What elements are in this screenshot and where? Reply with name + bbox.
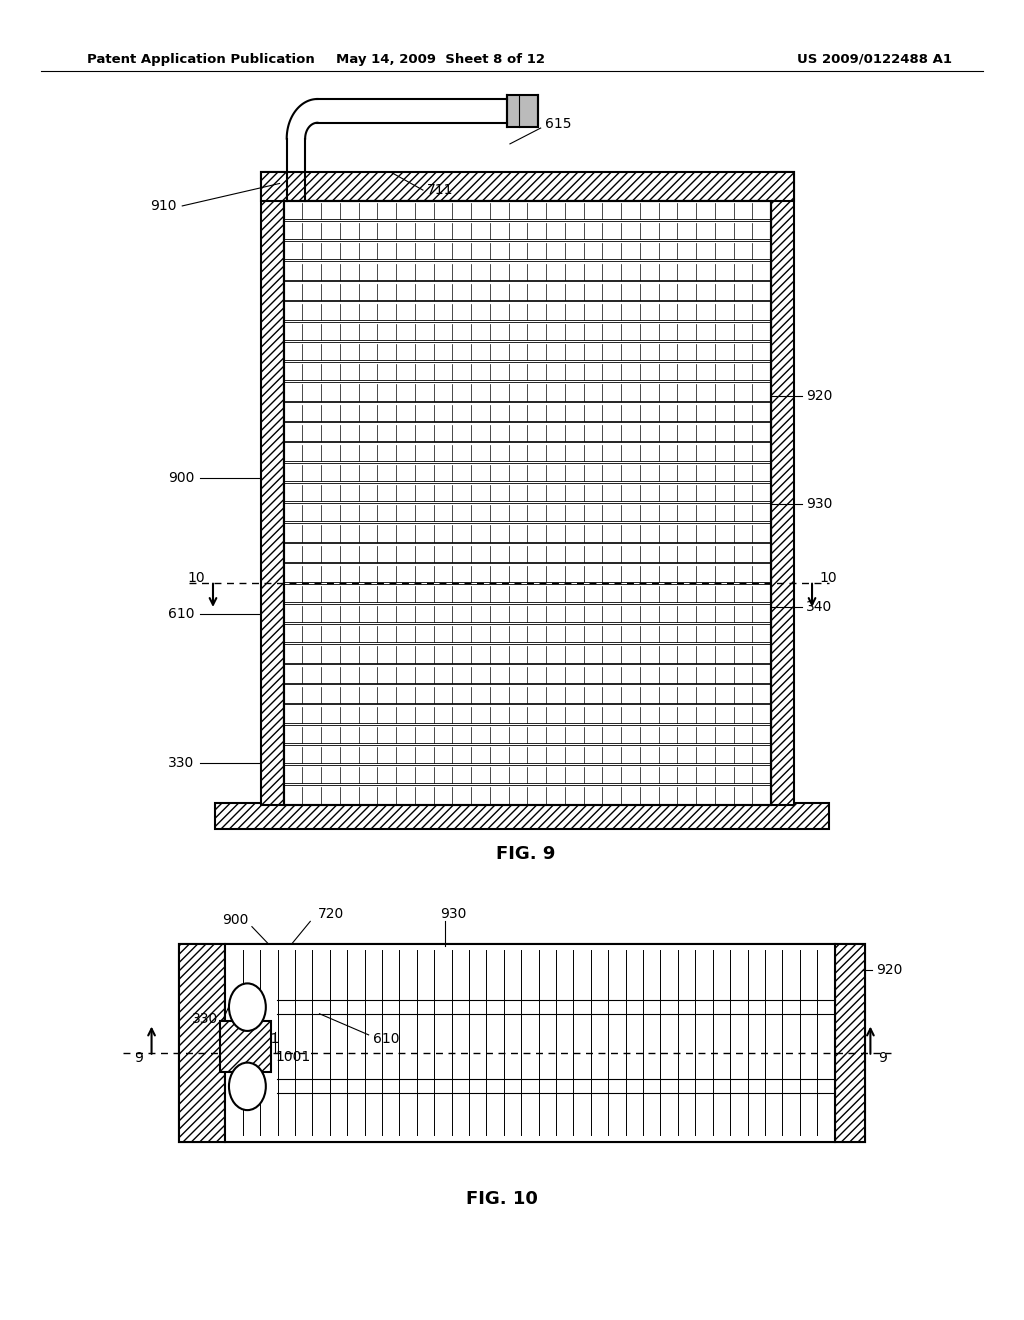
Text: 920: 920 bbox=[806, 389, 833, 403]
Bar bbox=[179, 944, 865, 1142]
Bar bbox=[179, 944, 225, 1142]
Bar bbox=[771, 172, 794, 805]
Bar bbox=[507, 95, 538, 127]
Text: 610: 610 bbox=[168, 607, 195, 620]
Text: 1001: 1001 bbox=[275, 1051, 310, 1064]
Bar bbox=[835, 944, 865, 1142]
Bar bbox=[220, 1022, 271, 1072]
Text: 610: 610 bbox=[373, 1032, 399, 1045]
Text: Patent Application Publication: Patent Application Publication bbox=[87, 53, 314, 66]
Text: 330: 330 bbox=[191, 1012, 218, 1026]
Bar bbox=[220, 1022, 271, 1072]
Text: FIG. 9: FIG. 9 bbox=[496, 845, 555, 863]
Text: 900: 900 bbox=[168, 471, 195, 484]
Text: 9: 9 bbox=[879, 1051, 888, 1065]
Text: 330: 330 bbox=[168, 756, 195, 770]
Bar bbox=[261, 172, 284, 805]
Bar bbox=[179, 944, 225, 1142]
Text: 930: 930 bbox=[806, 498, 833, 511]
Text: 910: 910 bbox=[150, 199, 176, 213]
Text: 340: 340 bbox=[806, 601, 833, 614]
Circle shape bbox=[229, 1063, 266, 1110]
Bar bbox=[261, 172, 794, 201]
Text: 920: 920 bbox=[877, 964, 903, 977]
Text: FIG. 10: FIG. 10 bbox=[466, 1189, 538, 1208]
Bar bbox=[261, 172, 794, 201]
Bar bbox=[835, 944, 865, 1142]
Bar bbox=[771, 172, 794, 805]
Text: US 2009/0122488 A1: US 2009/0122488 A1 bbox=[798, 53, 952, 66]
Bar bbox=[215, 803, 829, 829]
Bar bbox=[225, 944, 835, 1142]
Bar bbox=[284, 201, 771, 805]
Text: 615: 615 bbox=[545, 117, 571, 131]
Text: 9: 9 bbox=[134, 1051, 143, 1065]
Text: 900: 900 bbox=[222, 912, 249, 927]
Bar bbox=[284, 201, 771, 805]
Text: 10: 10 bbox=[819, 572, 837, 585]
Bar bbox=[261, 172, 284, 805]
Text: 10: 10 bbox=[187, 572, 205, 585]
Text: 711: 711 bbox=[427, 183, 454, 197]
Text: May 14, 2009  Sheet 8 of 12: May 14, 2009 Sheet 8 of 12 bbox=[336, 53, 545, 66]
Text: 331: 331 bbox=[254, 1032, 281, 1045]
Bar bbox=[215, 803, 829, 829]
Text: 930: 930 bbox=[440, 907, 467, 921]
Circle shape bbox=[229, 983, 266, 1031]
Text: 720: 720 bbox=[317, 907, 344, 921]
